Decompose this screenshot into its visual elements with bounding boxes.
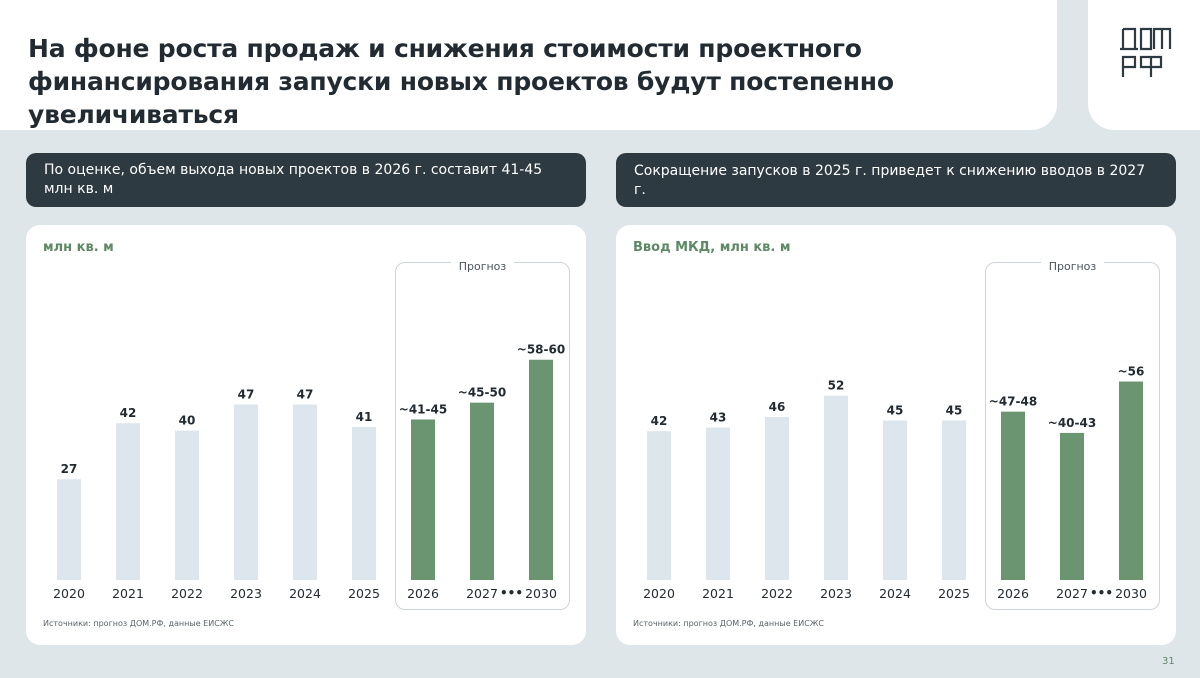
year-label-2026: 2026 — [997, 586, 1029, 601]
bar-2024 — [883, 420, 907, 580]
data-label-2020: 42 — [651, 414, 668, 428]
bar-2021 — [116, 423, 140, 580]
logo-card — [1088, 0, 1200, 130]
commissioning-bar-chart: 42 2020 43 2021 46 2022 52 2023 45 2024 45 2025 ~47-… — [643, 365, 1147, 601]
page-title: На фоне роста продаж и снижения стоимост… — [28, 34, 894, 129]
year-label-2020: 2020 — [643, 586, 675, 601]
year-label-2027: 2027 — [1056, 586, 1088, 601]
year-label-2030: 2030 — [525, 586, 557, 601]
data-label-2021: 42 — [120, 406, 137, 420]
bar-2025 — [352, 426, 376, 580]
data-label-2022: 46 — [769, 400, 786, 414]
data-label-2023: 47 — [238, 388, 255, 402]
chart-unit-label: млн кв. м — [43, 240, 114, 255]
forecast-bar-2027 — [470, 402, 494, 580]
year-label-2026: 2026 — [407, 586, 439, 601]
year-label-2022: 2022 — [761, 586, 793, 601]
year-label-2024: 2024 — [289, 586, 321, 601]
bar-2020 — [57, 479, 81, 580]
source-note: Источники: прогноз ДОМ.РФ, данные ЕИСЖС — [633, 619, 824, 628]
year-label-2025: 2025 — [938, 586, 970, 601]
launches-chart-panel: млн кв. м Прогноз 27 2020 42 2021 40 2022 47 20… — [26, 225, 586, 645]
forecast-bar-2026 — [411, 419, 435, 580]
forecast-bar-2030 — [1119, 381, 1143, 580]
right-callout: Сокращение запусков в 2025 г. приведет к… — [616, 153, 1176, 207]
year-label-2025: 2025 — [348, 586, 380, 601]
forecast-box: Прогноз — [395, 260, 570, 610]
data-label-2026: ~47-48 — [989, 395, 1037, 409]
bar-2021 — [706, 427, 730, 580]
year-label-2027: 2027 — [466, 586, 498, 601]
left-callout: По оценке, объем выхода новых проектов в… — [26, 153, 586, 207]
forecast-label: Прогноз — [450, 260, 515, 273]
year-label-2021: 2021 — [702, 586, 734, 601]
commissioning-chart-panel: Ввод МКД, млн кв. м Прогноз 42 2020 43 2021… — [616, 225, 1176, 645]
dom-rf-logo — [1120, 27, 1172, 77]
data-label-2026: ~41-45 — [399, 402, 447, 416]
launches-bar-chart: 27 2020 42 2021 40 2022 47 2023 47 2024 41 2025 ~41-… — [53, 343, 565, 601]
year-label-2023: 2023 — [230, 586, 262, 601]
data-label-2027: ~40-43 — [1048, 416, 1096, 430]
forecast-bar-2027 — [1060, 432, 1084, 580]
data-label-2025: 45 — [946, 404, 963, 418]
year-label-2024: 2024 — [879, 586, 911, 601]
year-label-2021: 2021 — [112, 586, 144, 601]
data-label-2024: 47 — [297, 388, 314, 402]
forecast-bar-2030 — [529, 359, 553, 580]
year-label-2023: 2023 — [820, 586, 852, 601]
bar-2022 — [175, 430, 199, 580]
data-label-2023: 52 — [828, 379, 845, 393]
year-label-2020: 2020 — [53, 586, 85, 601]
bar-2025 — [942, 420, 966, 580]
data-label-2020: 27 — [61, 462, 78, 476]
data-label-2021: 43 — [710, 411, 727, 425]
data-label-2025: 41 — [356, 410, 373, 424]
bar-2022 — [765, 416, 789, 580]
data-label-2030: ~58-60 — [517, 343, 565, 357]
bar-2024 — [293, 404, 317, 580]
data-label-2030: ~56 — [1118, 365, 1145, 379]
forecast-label: Прогноз — [1040, 260, 1105, 273]
bar-2020 — [647, 431, 671, 580]
data-label-2024: 45 — [887, 404, 904, 418]
data-label-2027: ~45-50 — [458, 386, 506, 400]
year-label-2022: 2022 — [171, 586, 203, 601]
forecast-bar-2026 — [1001, 411, 1025, 580]
data-label-2022: 40 — [179, 414, 196, 428]
title-card: На фоне роста продаж и снижения стоимост… — [0, 0, 1057, 130]
logo-mark — [1120, 27, 1172, 77]
source-note: Источники: прогноз ДОМ.РФ, данные ЕИСЖС — [43, 619, 234, 628]
bar-2023 — [824, 395, 848, 580]
chart-unit-label: Ввод МКД, млн кв. м — [633, 240, 791, 255]
ellipsis-gap: ••• — [500, 586, 523, 600]
page-number: 31 — [1162, 656, 1175, 667]
bar-2023 — [234, 404, 258, 580]
forecast-box: Прогноз — [985, 260, 1160, 610]
year-label-2030: 2030 — [1115, 586, 1147, 601]
ellipsis-gap: ••• — [1090, 586, 1113, 600]
